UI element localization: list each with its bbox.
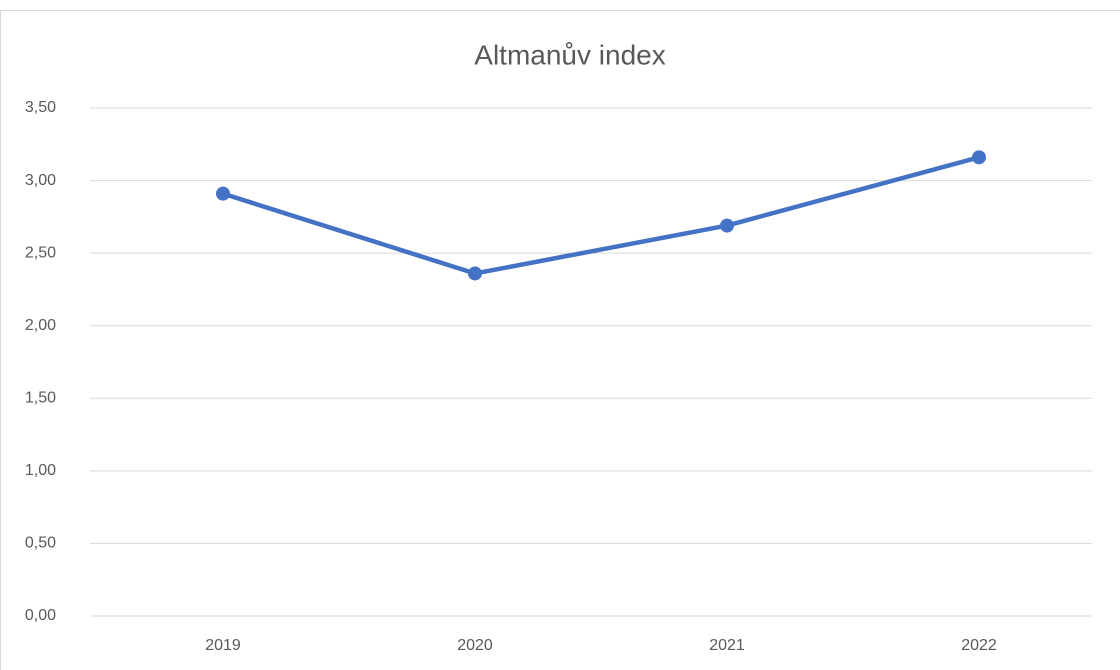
data-point (216, 186, 230, 201)
y-tick-label: 3,50 (25, 99, 56, 116)
data-point (468, 266, 482, 281)
x-tick-label: 2020 (457, 637, 493, 654)
y-tick-label: 2,50 (25, 244, 56, 261)
chart-border (0, 10, 1120, 670)
y-tick-label: 2,00 (25, 317, 56, 334)
data-point (972, 150, 986, 165)
chart-title: Altmanův index (474, 39, 665, 70)
y-tick-label: 0,50 (25, 535, 56, 552)
y-tick-label: 0,00 (25, 607, 56, 624)
y-tick-label: 1,00 (25, 462, 56, 479)
x-tick-label: 2021 (709, 637, 745, 654)
x-tick-label: 2019 (205, 637, 241, 654)
y-tick-label: 3,00 (25, 172, 56, 189)
data-point (720, 218, 734, 233)
x-tick-label: 2022 (961, 637, 997, 654)
series-line (220, 155, 982, 276)
y-tick-label: 1,50 (25, 390, 56, 407)
